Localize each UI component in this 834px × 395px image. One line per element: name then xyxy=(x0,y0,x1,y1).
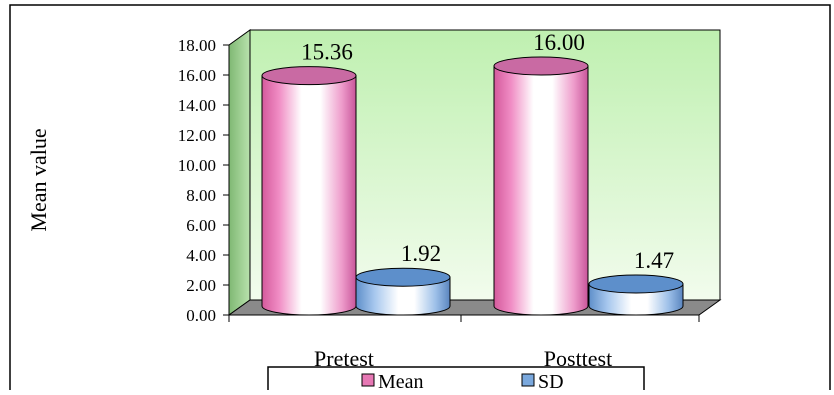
bar-top xyxy=(261,66,357,86)
bar-sd-posttest xyxy=(588,274,684,316)
y-axis-title: Mean value xyxy=(26,128,51,231)
legend-label-sd: SD xyxy=(538,371,564,390)
bar-top xyxy=(355,267,451,287)
y-tick-label: 0.00 xyxy=(186,306,216,325)
y-tick-label: 18.00 xyxy=(178,36,216,55)
bar-mean-posttest xyxy=(493,56,589,316)
y-tick-label: 8.00 xyxy=(186,186,216,205)
legend: Mean SD xyxy=(267,366,645,395)
y-tick-label: 6.00 xyxy=(186,216,216,235)
bar-body xyxy=(493,65,589,316)
data-label: 15.36 xyxy=(301,40,353,65)
legend-label-mean: Mean xyxy=(378,371,424,390)
data-label: 1.47 xyxy=(634,248,674,273)
side-wall xyxy=(228,29,251,316)
y-tick-label: 10.00 xyxy=(178,156,216,175)
y-ticks: 0.00 2.00 4.00 6.00 8.00 10.00 12.00 14.00 16.00… xyxy=(178,36,229,325)
y-tick-label: 16.00 xyxy=(178,66,216,85)
y-tick-label: 4.00 xyxy=(186,246,216,265)
bar-top xyxy=(588,274,684,294)
bar-sd-pretest xyxy=(355,267,451,316)
legend-box xyxy=(267,366,645,395)
data-labels: 15.36 1.92 16.00 1.47 xyxy=(301,30,674,273)
legend-swatch-mean xyxy=(361,373,375,387)
chart-border xyxy=(9,4,831,395)
legend-swatch-sd xyxy=(521,373,535,387)
data-label: 16.00 xyxy=(533,30,585,55)
bar-mean-pretest xyxy=(261,66,357,316)
x-ticks: Pretest Posttest xyxy=(228,315,700,371)
y-tick-label: 2.00 xyxy=(186,276,216,295)
data-label: 1.92 xyxy=(401,241,441,266)
bar-top xyxy=(493,56,589,76)
bars xyxy=(261,56,684,316)
y-tick-label: 12.00 xyxy=(178,126,216,145)
y-tick-label: 14.00 xyxy=(178,96,216,115)
bar-body xyxy=(261,75,357,316)
bar-body xyxy=(355,276,451,316)
